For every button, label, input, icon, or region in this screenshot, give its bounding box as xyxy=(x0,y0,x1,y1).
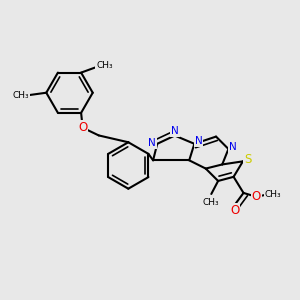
Text: N: N xyxy=(229,142,237,152)
Text: N: N xyxy=(194,136,202,146)
Text: S: S xyxy=(244,153,251,166)
Text: CH₃: CH₃ xyxy=(13,91,29,100)
Text: CH₃: CH₃ xyxy=(203,198,220,207)
Text: N: N xyxy=(148,138,156,148)
Text: O: O xyxy=(230,204,239,217)
Text: O: O xyxy=(252,190,261,203)
Text: CH₃: CH₃ xyxy=(265,190,281,199)
Text: CH₃: CH₃ xyxy=(96,61,112,70)
Text: N: N xyxy=(171,126,179,136)
Text: O: O xyxy=(78,121,87,134)
